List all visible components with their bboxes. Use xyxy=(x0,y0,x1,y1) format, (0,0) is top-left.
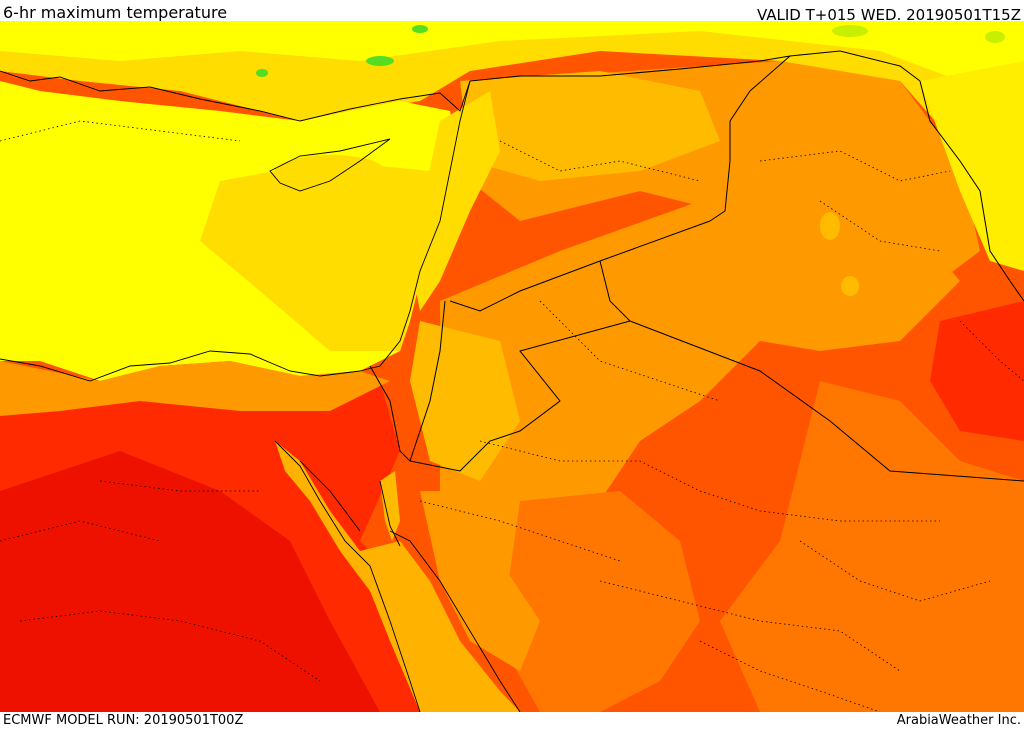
model-run-label: ECMWF MODEL RUN: 20190501T00Z xyxy=(3,713,244,728)
border-syria-iraq xyxy=(709,55,791,222)
coast-aqaba xyxy=(379,480,401,547)
field-turkey-yellow xyxy=(0,21,1024,101)
border-syria-jordan xyxy=(449,220,711,312)
bottom-bar: ECMWF MODEL RUN: 20190501T00Z ArabiaWeat… xyxy=(0,712,1024,729)
field-saudi-orange xyxy=(500,491,700,712)
field-green-patch-5 xyxy=(256,69,268,77)
field-red-sea xyxy=(275,441,520,712)
field-iraq-red xyxy=(930,301,1024,441)
border-jordan-saudi xyxy=(409,320,631,472)
field-lake-razazah xyxy=(841,276,859,296)
internal-boundaries xyxy=(0,120,1024,712)
borders xyxy=(369,50,1024,482)
field-med-gold xyxy=(200,161,430,351)
field-gulf-aqaba xyxy=(380,471,400,541)
field-green-patch-2 xyxy=(412,25,428,33)
field-turkey-gold xyxy=(0,21,1024,191)
border-egypt-israel xyxy=(369,365,411,462)
coast-redsea-east xyxy=(389,530,521,712)
border-syria-turkey xyxy=(469,55,791,82)
field-lake-tharthar xyxy=(820,212,840,240)
field-saudi-amber xyxy=(420,491,540,671)
credit-label: ArabiaWeather Inc. xyxy=(896,713,1021,728)
coast-levant xyxy=(359,80,471,372)
coastlines xyxy=(0,70,521,712)
coast-turkey xyxy=(0,70,471,122)
field-green-patch-3 xyxy=(832,25,868,37)
coast-gulf-suez xyxy=(299,460,361,532)
map-canvas xyxy=(0,21,1024,712)
coast-egypt xyxy=(0,350,361,382)
field-egypt-coast xyxy=(0,361,390,416)
border-iraq-iran xyxy=(919,80,1024,302)
field-zagros-yellow xyxy=(920,61,1024,271)
border-iraq-north xyxy=(789,50,921,82)
field-gulf-red xyxy=(720,381,1024,712)
field-egypt-deepred xyxy=(0,451,380,712)
top-bar: 6-hr maximum temperature VALID T+015 WED… xyxy=(0,0,1024,24)
valid-time-label: VALID T+015 WED. 20190501T15Z xyxy=(756,6,1021,24)
coast-redsea-west xyxy=(274,440,421,712)
field-levant-coast xyxy=(410,91,500,311)
map-title: 6-hr maximum temperature xyxy=(3,3,228,22)
border-saudi-iraq xyxy=(629,320,1024,482)
temperature-map[interactable] xyxy=(0,21,1024,712)
field-green-patch-4 xyxy=(985,31,1005,43)
coast-cyprus xyxy=(269,138,391,192)
field-green-patch-1 xyxy=(366,56,394,66)
border-israel-jordan xyxy=(409,300,446,462)
border-jordan-iraq xyxy=(599,260,631,322)
